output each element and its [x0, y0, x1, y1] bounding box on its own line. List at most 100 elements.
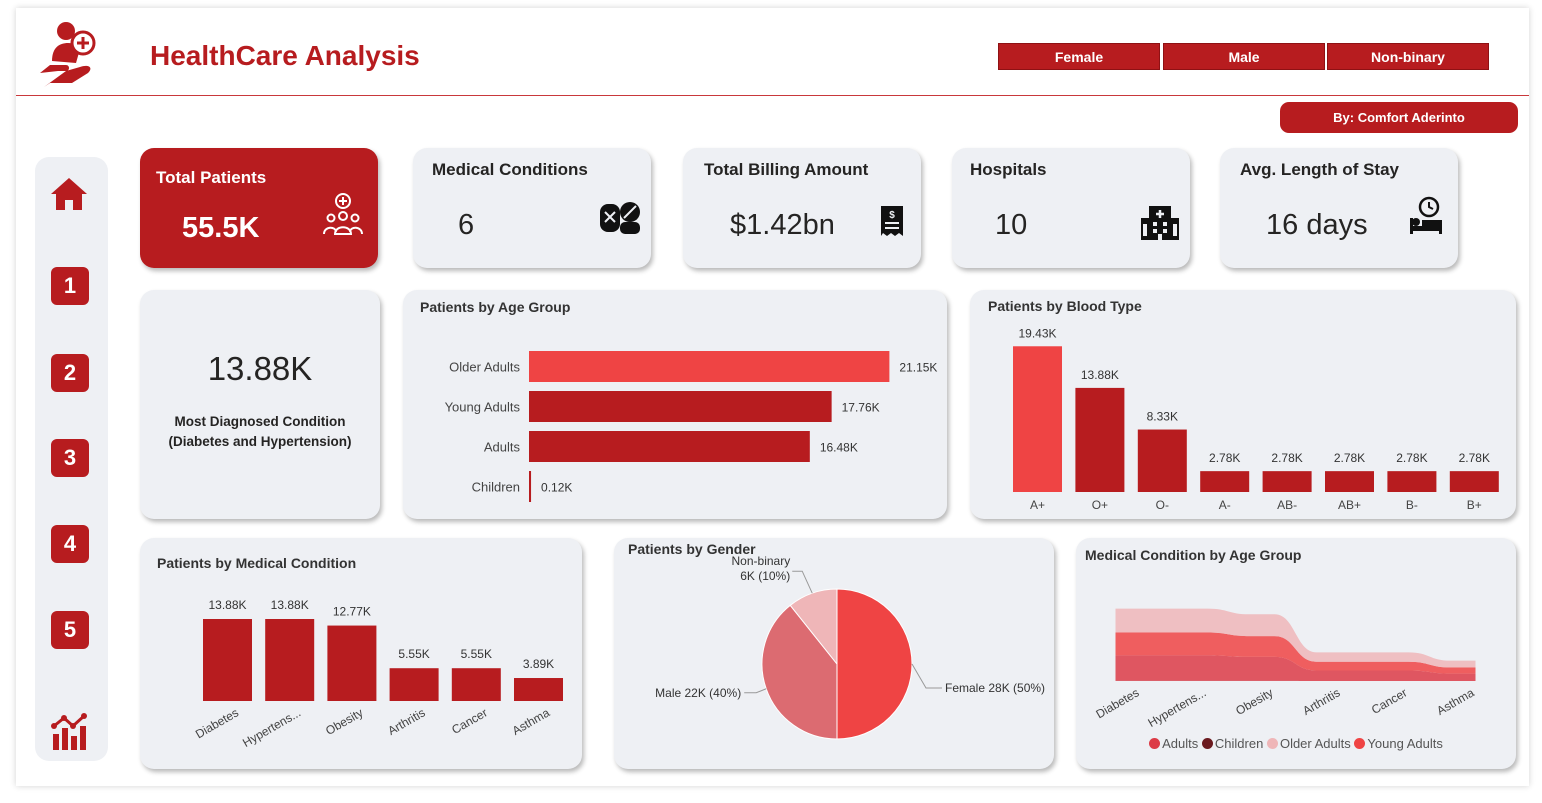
gender-chart-panel: Patients by Gender Female 28K (50%) Male … [614, 538, 1054, 769]
age-category-label: Older Adults [449, 360, 520, 375]
ribbon-category-label: Asthma [1434, 685, 1477, 718]
condition-data-label: 13.88K [208, 598, 246, 612]
condition-age-chart-title: Medical Condition by Age Group [1085, 547, 1302, 563]
age-bar [529, 431, 810, 462]
patient-care-icon [40, 22, 96, 87]
pie-label-female: Female 28K (50%) [945, 681, 1045, 695]
blood-type-category-label: B- [1406, 498, 1418, 512]
filter-female-button[interactable]: Female [998, 43, 1160, 70]
legend-item-adults[interactable]: Adults [1149, 736, 1198, 751]
medicine-pills-icon [600, 202, 640, 234]
pie-label-nonbinary-value: 6K (10%) [740, 569, 790, 583]
blood-type-category-label: B+ [1467, 498, 1482, 512]
blood-type-category-label: O- [1156, 498, 1169, 512]
condition-data-label: 5.55K [461, 647, 492, 661]
kpi-hospitals-value: 10 [995, 209, 1028, 241]
kpi-total-billing-label: Total Billing Amount [704, 160, 869, 179]
nav-page-4-button[interactable]: 4 [51, 525, 89, 563]
age-data-label: 17.76K [842, 401, 880, 415]
hospital-icon [1141, 206, 1179, 240]
condition-bar [514, 678, 563, 701]
kpi-hospitals-label: Hospitals [970, 160, 1047, 179]
blood-type-data-label: 19.43K [1018, 326, 1056, 340]
blood-type-data-label: 2.78K [1334, 451, 1365, 465]
age-bar [529, 391, 832, 422]
pie-slice-female [836, 588, 913, 740]
legend-item-older-adults[interactable]: Older Adults [1266, 736, 1351, 751]
kpi-avg-stay-value: 16 days [1266, 209, 1368, 241]
age-data-label: 0.12K [541, 481, 572, 495]
ribbon-category-label: Arthritis [1300, 685, 1342, 717]
kpi-avg-stay-card: Avg. Length of Stay 16 days [1220, 148, 1458, 268]
blood-type-chart-title: Patients by Blood Type [988, 298, 1142, 314]
blood-type-bar-chart: 19.43K A+ 13.88K O+ 8.33K O- 2.78K A- 2.78K AB- 2.… [1013, 326, 1499, 512]
blood-type-data-label: 2.78K [1459, 451, 1490, 465]
condition-data-label: 3.89K [523, 657, 554, 671]
filter-male-button[interactable]: Male [1163, 43, 1325, 70]
legend-item-children[interactable]: Children [1201, 736, 1263, 751]
age-group-bar-chart: Older Adults 21.15K Young Adults 17.76K Adul… [445, 351, 937, 502]
condition-bar [389, 668, 439, 701]
nav-page-3-button[interactable]: 3 [51, 439, 89, 477]
kpi-avg-stay-label: Avg. Length of Stay [1240, 160, 1399, 179]
blood-type-chart-panel: Patients by Blood Type 19.43K A+ 13.88K O+ 8… [970, 290, 1516, 519]
age-group-chart-title: Patients by Age Group [420, 299, 571, 315]
age-category-label: Children [472, 480, 520, 495]
author-badge[interactable]: By: Comfort Aderinto [1280, 102, 1518, 133]
blood-type-data-label: 8.33K [1147, 410, 1178, 424]
blood-type-data-label: 13.88K [1081, 368, 1119, 382]
sidebar-nav: 1 2 3 4 5 [35, 157, 108, 761]
receipt-icon: $ [881, 206, 903, 236]
condition-bar [451, 668, 501, 701]
home-icon[interactable] [49, 174, 89, 214]
age-data-label: 16.48K [820, 441, 858, 455]
blood-type-category-label: A+ [1030, 498, 1045, 512]
ribbon-series-older-adults [1115, 608, 1476, 668]
most-diagnosed-label: Most Diagnosed Condition [174, 414, 346, 429]
gender-pie-chart: Female 28K (50%) Male 22K (40%) Non-binary… [655, 554, 1045, 740]
ribbon-category-label: Cancer [1369, 685, 1410, 716]
age-data-label: 21.15K [899, 361, 937, 375]
medical-condition-chart-panel: Patients by Medical Condition 13.88K Diab… [140, 538, 582, 769]
blood-type-bar [1387, 471, 1437, 492]
medical-condition-bar-chart: 13.88K Diabetes 13.88K Hypertens... 12.77K Ob… [193, 598, 563, 750]
condition-age-ribbon-chart: Diabetes Hypertens... Obesity Arthritis Canc… [1093, 608, 1477, 730]
condition-age-chart-panel: Medical Condition by Age Group Diabetes H… [1076, 538, 1516, 769]
blood-type-bar [1137, 429, 1187, 492]
blood-type-data-label: 2.78K [1396, 451, 1427, 465]
condition-category-label: Diabetes [193, 705, 241, 741]
nav-page-2-button[interactable]: 2 [51, 354, 89, 392]
blood-type-category-label: A- [1219, 498, 1231, 512]
condition-category-label: Arthritis [385, 705, 427, 737]
ribbon-category-label: Obesity [1233, 685, 1275, 717]
ribbon-series-young-adults [1115, 632, 1476, 674]
legend-item-young-adults[interactable]: Young Adults [1354, 736, 1443, 751]
kpi-hospitals-card: Hospitals 10 [952, 148, 1190, 268]
most-diagnosed-card: 13.88K Most Diagnosed Condition (Diabete… [140, 290, 380, 519]
patients-group-icon [323, 193, 363, 235]
blood-type-category-label: AB- [1277, 498, 1297, 512]
blood-type-bar [1262, 471, 1312, 492]
kpi-total-billing-card: Total Billing Amount $1.42bn $ [683, 148, 921, 268]
nav-page-5-button[interactable]: 5 [51, 611, 89, 649]
filter-nonbinary-button[interactable]: Non-binary [1327, 43, 1489, 70]
kpi-total-billing-value: $1.42bn [730, 209, 835, 241]
kpi-total-patients-card: Total Patients 55.5K [140, 148, 378, 268]
kpi-medical-conditions-card: Medical Conditions 6 [413, 148, 651, 268]
most-diagnosed-sublabel: (Diabetes and Hypertension) [168, 434, 352, 449]
most-diagnosed-value: 13.88K [207, 350, 313, 387]
bar-chart-icon[interactable] [50, 712, 90, 752]
blood-type-category-label: O+ [1092, 498, 1108, 512]
blood-type-bar [1075, 387, 1125, 492]
age-bar [529, 351, 890, 382]
condition-category-label: Hypertens... [240, 705, 303, 749]
condition-age-legend: Adults Children Older Adults Young Adult… [1076, 736, 1516, 751]
pie-label-nonbinary-name: Non-binary [732, 554, 791, 568]
gender-chart-title: Patients by Gender [628, 541, 756, 557]
ribbon-series-adults [1115, 655, 1476, 681]
blood-type-data-label: 2.78K [1209, 451, 1240, 465]
blood-type-bar [1200, 471, 1250, 492]
ribbon-category-label: Hypertens... [1145, 685, 1208, 729]
nav-page-1-button[interactable]: 1 [51, 267, 89, 305]
pie-label-male: Male 22K (40%) [655, 686, 741, 700]
